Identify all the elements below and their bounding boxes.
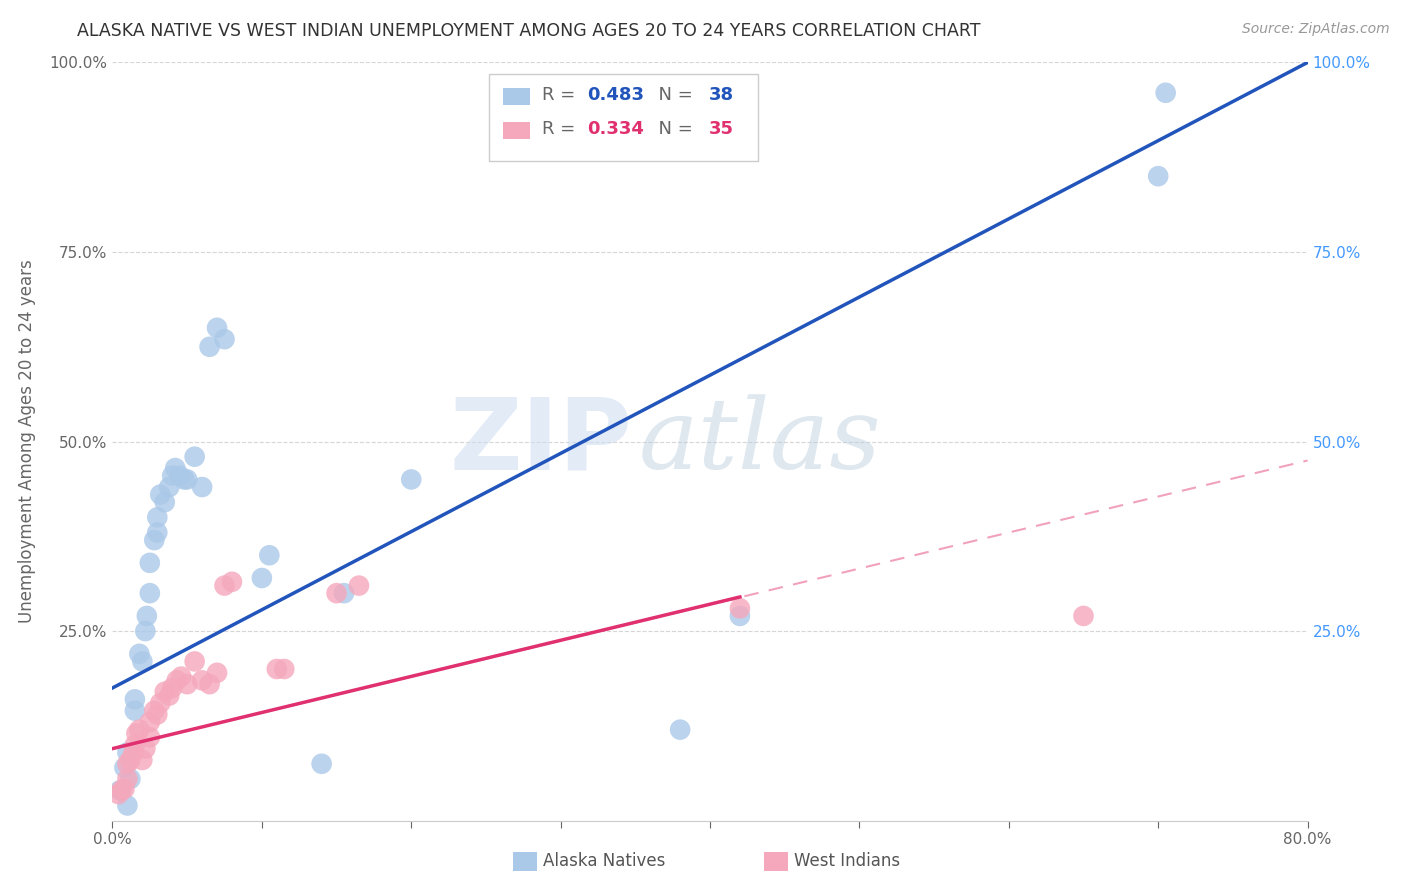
Point (325, 586, 347, 600)
Point (114, 781, 135, 796)
Point (165, 461, 187, 475)
Point (162, 681, 183, 695)
Text: R =: R = (541, 120, 581, 138)
Text: atlas: atlas (638, 394, 882, 489)
Point (311, 756, 333, 771)
Point (173, 473, 195, 487)
Point (401, 473, 423, 487)
Text: 35: 35 (709, 120, 734, 138)
Point (333, 586, 356, 600)
Point (669, 723, 692, 737)
Point (191, 480, 214, 494)
Text: R =: R = (541, 86, 581, 103)
Point (128, 723, 150, 737)
Point (114, 760, 135, 774)
Point (124, 692, 146, 706)
Point (120, 772, 142, 786)
Point (250, 571, 273, 585)
Point (139, 715, 162, 730)
Point (1073, 608, 1095, 623)
Text: 38: 38 (709, 86, 734, 103)
Point (170, 669, 193, 683)
Point (347, 579, 370, 593)
Point (117, 756, 139, 771)
Text: West Indians: West Indians (793, 852, 900, 870)
Point (146, 510, 169, 524)
Point (139, 730, 162, 744)
Point (205, 320, 228, 334)
Text: ALASKA NATIVE VS WEST INDIAN UNEMPLOYMENT AMONG AGES 20 TO 24 YEARS CORRELATION : ALASKA NATIVE VS WEST INDIAN UNEMPLOYMEN… (77, 22, 981, 40)
Text: 0.334: 0.334 (586, 120, 644, 138)
Point (183, 450, 205, 464)
Point (166, 673, 188, 688)
Point (259, 548, 281, 563)
Point (120, 753, 142, 767)
FancyBboxPatch shape (503, 122, 530, 139)
Point (139, 586, 162, 600)
Point (205, 665, 228, 680)
Point (153, 495, 176, 509)
Point (149, 487, 172, 501)
Point (1147, 169, 1170, 184)
Point (108, 783, 131, 797)
Point (191, 673, 214, 688)
Point (131, 753, 153, 767)
Text: ZIP: ZIP (450, 393, 633, 490)
Point (107, 787, 129, 801)
Text: Alaska Natives: Alaska Natives (543, 852, 665, 870)
Point (117, 772, 139, 786)
Point (273, 662, 295, 676)
Point (169, 468, 191, 483)
Point (153, 685, 176, 699)
Point (266, 662, 288, 676)
Point (198, 677, 221, 691)
Point (214, 332, 236, 346)
Point (176, 677, 198, 691)
Point (198, 340, 221, 354)
Point (214, 579, 236, 593)
Y-axis label: Unemployment Among Ages 20 to 24 years: Unemployment Among Ages 20 to 24 years (18, 260, 35, 624)
Text: 0.483: 0.483 (586, 86, 644, 103)
Point (110, 783, 132, 797)
Point (125, 726, 148, 740)
Point (122, 746, 145, 760)
Point (117, 798, 139, 813)
FancyBboxPatch shape (763, 852, 787, 871)
FancyBboxPatch shape (513, 852, 537, 871)
Point (124, 738, 146, 752)
Point (146, 525, 169, 540)
FancyBboxPatch shape (489, 74, 758, 161)
Point (143, 533, 166, 548)
Point (221, 574, 243, 589)
Text: Source: ZipAtlas.com: Source: ZipAtlas.com (1241, 22, 1389, 37)
Point (134, 624, 156, 639)
Point (139, 556, 162, 570)
Point (128, 647, 150, 661)
Point (117, 746, 139, 760)
Point (124, 704, 146, 718)
Point (176, 473, 198, 487)
Point (728, 601, 751, 615)
Point (157, 480, 180, 494)
Point (162, 468, 183, 483)
FancyBboxPatch shape (503, 88, 530, 105)
Point (134, 741, 156, 756)
Point (149, 696, 172, 710)
Point (728, 608, 751, 623)
Point (146, 707, 169, 722)
Point (143, 704, 166, 718)
Point (183, 655, 205, 669)
Point (131, 655, 153, 669)
Point (135, 608, 157, 623)
Point (1154, 86, 1177, 100)
Text: N =: N = (647, 86, 699, 103)
Point (157, 689, 180, 703)
Text: N =: N = (647, 120, 699, 138)
